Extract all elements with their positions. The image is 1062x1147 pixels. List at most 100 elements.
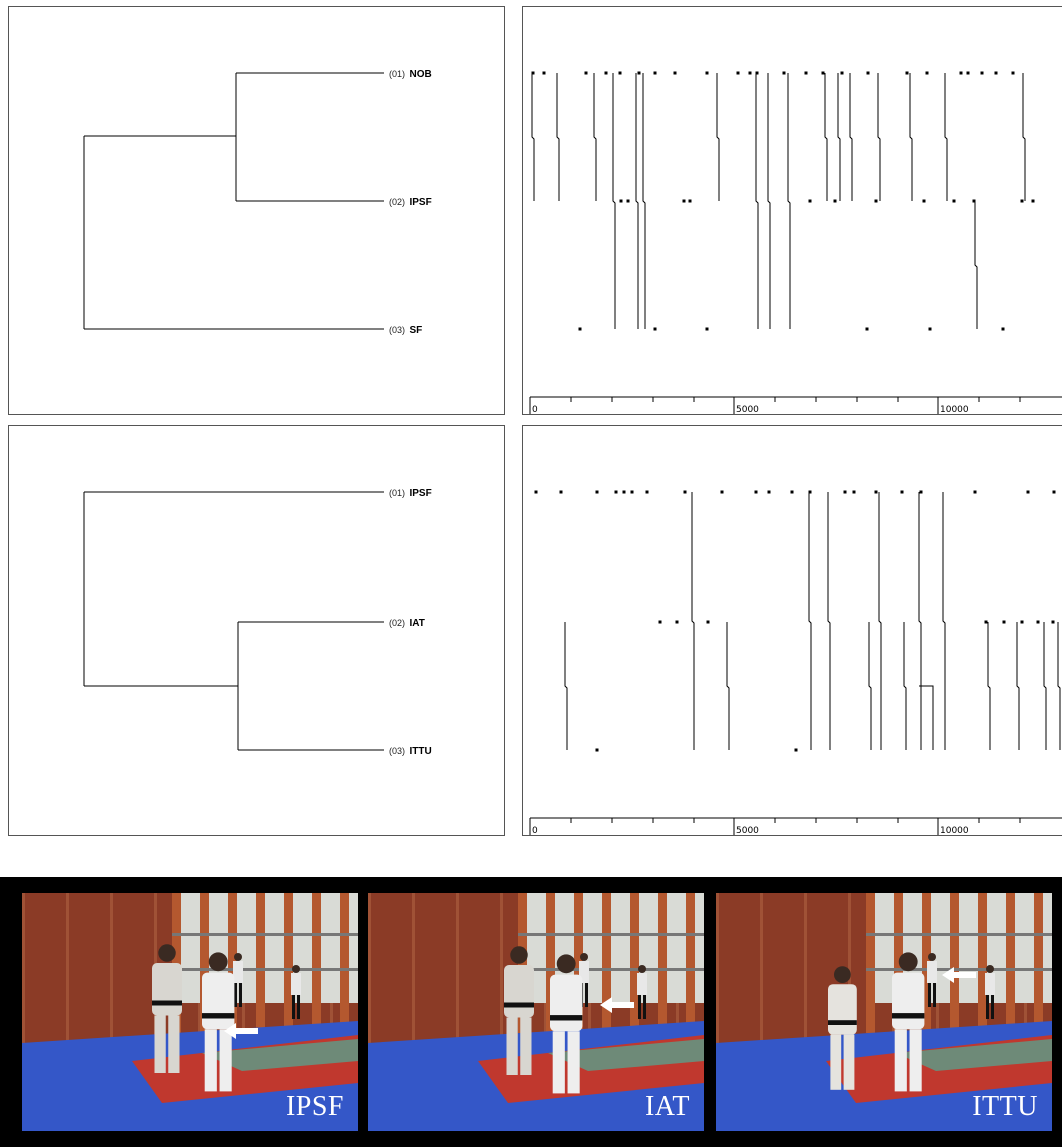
event-dot <box>604 71 608 75</box>
event-dot <box>959 71 963 75</box>
event-dot <box>782 71 786 75</box>
video-frame-2: IAT <box>368 893 704 1131</box>
event-dot <box>980 71 984 75</box>
event-dot <box>1026 490 1030 494</box>
timeline-panel-bottom: 0 5000 10000 <box>522 425 1062 836</box>
leaf-label-2: (02) IPSF <box>389 192 432 209</box>
pattern-line <box>868 622 872 750</box>
axis-tick-label: 5000 <box>736 405 759 415</box>
event-dot <box>578 327 582 331</box>
judo-scene-image <box>368 893 704 1131</box>
event-dot <box>619 199 623 203</box>
video-frame-3: ITTU <box>716 893 1052 1131</box>
pattern-line <box>909 73 913 201</box>
pattern-line <box>691 492 695 750</box>
event-dot <box>843 490 847 494</box>
pattern-line <box>987 622 991 750</box>
person-figure <box>504 946 534 1075</box>
spectator-figure <box>233 953 243 1007</box>
event-dot <box>683 490 687 494</box>
pattern-line <box>767 73 771 329</box>
pattern-line <box>593 73 597 201</box>
pattern-line <box>903 622 907 750</box>
pattern-line <box>564 622 568 750</box>
event-dot <box>1002 620 1006 624</box>
pattern-line <box>531 73 535 201</box>
frame-label: IPSF <box>285 1091 344 1122</box>
event-dot <box>767 490 771 494</box>
event-dot <box>952 199 956 203</box>
video-frame-1: IPSF <box>22 893 358 1131</box>
event-dot <box>984 620 988 624</box>
event-dot <box>534 490 538 494</box>
event-dot <box>804 71 808 75</box>
event-dot <box>1011 71 1015 75</box>
pattern-line <box>1043 622 1047 750</box>
person-figure <box>202 952 235 1092</box>
spectator-figure <box>927 953 937 1007</box>
event-dot <box>928 327 932 331</box>
leaf-label-1: (01) NOB <box>389 64 432 81</box>
event-dot <box>736 71 740 75</box>
event-dot <box>840 71 844 75</box>
event-dot <box>925 71 929 75</box>
person-figure <box>892 952 925 1092</box>
axis-tick-label: 0 <box>532 826 538 836</box>
axis-tick-label: 0 <box>532 405 538 415</box>
judo-scene-image <box>716 893 1052 1131</box>
dendrogram-top: (01) NOB (02) IPSF (03) SF <box>83 64 432 337</box>
left-arrow-icon <box>600 997 634 1013</box>
timeline-top: 0 5000 10000 <box>529 71 1062 415</box>
event-dot <box>1051 620 1055 624</box>
event-dot <box>630 490 634 494</box>
event-dot <box>675 620 679 624</box>
event-dot <box>720 490 724 494</box>
spectator-figure <box>291 965 301 1019</box>
event-dot <box>866 71 870 75</box>
event-dot <box>705 71 709 75</box>
event-dot <box>1020 620 1024 624</box>
event-dot <box>994 71 998 75</box>
event-dot <box>748 71 752 75</box>
event-dot <box>1020 199 1024 203</box>
event-dot <box>1031 199 1035 203</box>
event-dot <box>705 327 709 331</box>
leaf-label-2: (02) IAT <box>389 613 425 630</box>
axis-tick-label: 10000 <box>940 405 969 415</box>
pattern-line <box>556 73 560 201</box>
person-figure <box>550 954 583 1094</box>
spectator-figure <box>985 965 995 1019</box>
pattern-line <box>1057 622 1061 750</box>
dendrogram-panel-top: (01) NOB (02) IPSF (03) SF <box>8 6 505 415</box>
event-dot <box>1001 327 1005 331</box>
event-dot <box>622 490 626 494</box>
pattern-line <box>849 73 853 201</box>
pattern-line <box>919 685 934 750</box>
spectator-figure <box>637 965 647 1019</box>
pattern-line <box>1016 622 1020 750</box>
event-dot <box>790 490 794 494</box>
dendrogram-bottom: (01) IPSF (02) IAT (03) ITTU <box>83 488 432 757</box>
event-dot <box>595 490 599 494</box>
event-dot <box>595 748 599 752</box>
pattern-line <box>944 73 948 201</box>
timeline-bottom: 0 5000 10000 <box>529 490 1062 836</box>
person-figure <box>828 966 857 1090</box>
event-dot <box>673 71 677 75</box>
left-arrow-icon <box>224 1023 258 1039</box>
leaf-label-3: (03) SF <box>389 320 422 337</box>
pattern-line <box>642 73 646 329</box>
pattern-line <box>837 73 841 201</box>
event-dot <box>1036 620 1040 624</box>
pattern-line <box>755 73 759 329</box>
event-dot <box>559 490 563 494</box>
pattern-line <box>942 492 946 750</box>
event-dot <box>706 620 710 624</box>
event-dot <box>653 327 657 331</box>
judo-scene-image <box>22 893 358 1131</box>
event-dot <box>821 71 825 75</box>
event-dot <box>833 199 837 203</box>
event-dot <box>905 71 909 75</box>
pattern-line <box>716 73 720 201</box>
event-dot <box>688 199 692 203</box>
